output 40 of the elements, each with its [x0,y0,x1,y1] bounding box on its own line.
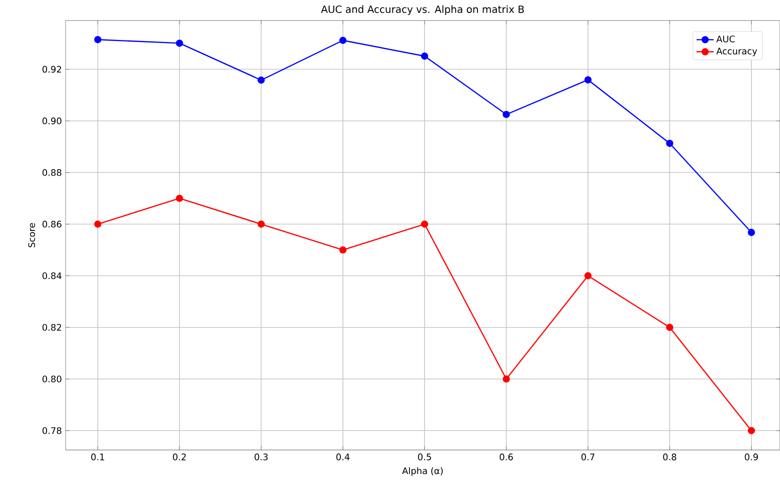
x-tick-label: 0.9 [744,454,758,460]
chart-title: AUC and Accuracy vs. Alpha on matrix B [321,5,524,15]
point [420,220,428,228]
point [502,110,510,118]
point [339,246,346,254]
point [748,228,755,236]
y-tick-label: 0.86 [42,220,62,228]
point [502,375,510,383]
point [748,427,755,434]
x-tick-label: 0.8 [663,454,676,460]
x-axis-title: Alpha (α) [402,467,443,476]
point [584,272,592,280]
y-tick-label: 0.82 [42,324,62,331]
y-tick-label: 0.92 [42,66,62,73]
point [666,140,674,147]
point [176,194,184,202]
point [666,324,674,331]
point [420,52,428,60]
point [94,36,102,44]
y-axis-title: Score [28,223,36,248]
x-tick-label: 0.2 [172,454,186,460]
x-tick-label: 0.3 [254,454,268,460]
y-tick-label: 0.78 [42,427,62,434]
legend-label: AUC [716,36,735,42]
point [258,220,265,228]
x-tick-label: 0.6 [500,454,513,460]
y-tick-label: 0.90 [42,117,62,124]
point [176,40,184,47]
point [258,76,265,84]
point [339,36,346,44]
point [94,220,102,228]
y-tick-label: 0.84 [42,272,62,280]
x-tick-label: 0.5 [418,454,431,460]
legend-label: Accuracy [716,48,758,56]
y-tick-label: 0.88 [42,169,62,176]
y-tick-label: 0.80 [42,376,62,382]
x-tick-label: 0.7 [581,454,594,460]
point [584,76,592,84]
x-tick-label: 0.1 [91,454,104,460]
x-tick-label: 0.4 [336,454,350,460]
